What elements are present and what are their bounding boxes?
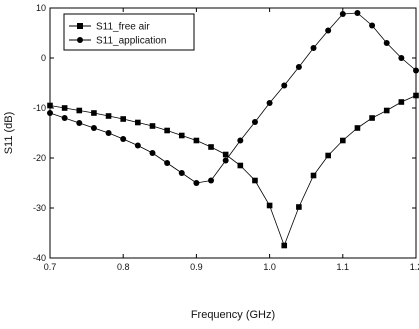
data-point-circle: [90, 125, 97, 131]
data-point-circle: [222, 157, 229, 164]
data-point-square: [266, 202, 273, 209]
legend-box: [63, 13, 195, 51]
data-point-square: [310, 172, 317, 179]
x-axis-title: Frequency (GHz): [191, 309, 275, 321]
y-axis-title: S11 (dB): [3, 112, 15, 155]
data-point-circle: [134, 142, 141, 149]
x-tick-label: 0.7: [44, 262, 57, 272]
data-point-circle: [105, 130, 112, 136]
data-point-square: [252, 177, 258, 184]
y-tick-label: -40: [33, 253, 46, 263]
legend: S11_free air S11_application: [63, 13, 195, 51]
data-point-circle: [208, 177, 215, 184]
data-point-square: [296, 204, 302, 210]
legend-label: S11_free air: [96, 22, 150, 33]
data-point-square: [47, 102, 53, 109]
y-tick-label: -20: [33, 153, 46, 163]
data-point-square: [369, 115, 375, 121]
data-point-square: [164, 127, 170, 134]
data-point-circle: [178, 170, 185, 176]
data-point-circle: [61, 115, 68, 121]
data-point-circle: [383, 40, 390, 46]
data-point-square: [208, 144, 214, 150]
y-tick-label: 0: [41, 53, 46, 63]
data-point-square: [120, 116, 126, 122]
data-point-circle: [149, 150, 156, 156]
x-tick-label: 1.2: [410, 262, 419, 272]
x-tick-label: 0.8: [117, 262, 130, 272]
data-point-circle: [295, 64, 302, 70]
data-point-circle: [76, 120, 83, 126]
data-point-circle: [281, 82, 288, 89]
data-point-square: [178, 132, 185, 139]
data-point-circle: [237, 137, 244, 144]
x-tick-label: 1.1: [337, 262, 350, 272]
data-point-square: [76, 107, 83, 114]
data-point-circle: [354, 10, 361, 16]
data-point-circle: [398, 55, 405, 61]
legend-label: S11_application: [96, 36, 166, 47]
data-point-square: [325, 152, 331, 159]
data-point-square: [149, 123, 156, 129]
data-point-square: [398, 99, 405, 105]
data-point-circle: [413, 67, 419, 74]
data-point-square: [61, 105, 68, 111]
x-tick-label: 0.9: [190, 262, 203, 272]
data-point-square: [91, 110, 97, 116]
data-point-circle: [325, 27, 332, 34]
y-tick-label: -30: [33, 203, 46, 213]
legend-marker-circle: [77, 37, 83, 43]
data-point-circle: [310, 45, 317, 51]
data-point-circle: [47, 110, 53, 116]
data-point-circle: [266, 100, 273, 106]
data-point-square: [193, 137, 200, 144]
data-point-circle: [369, 22, 376, 29]
data-point-square: [340, 137, 346, 144]
data-point-square: [383, 107, 390, 114]
data-point-circle: [251, 119, 258, 125]
x-tick-label: 1.0: [263, 262, 276, 272]
data-point-circle: [120, 136, 127, 142]
data-point-square: [105, 113, 112, 119]
axes: 0.7 0.8 0.9 1.0 1.1 1.2 10 0 -10 -20 -30 -40: [33, 3, 419, 272]
data-point-circle: [339, 11, 346, 17]
data-point-square: [237, 162, 244, 169]
data-point-square: [135, 119, 141, 126]
series-layer: [47, 10, 419, 249]
data-point-square: [354, 125, 361, 131]
legend-marker-square: [77, 23, 83, 29]
y-tick-label: 10: [36, 3, 46, 13]
data-point-square: [222, 151, 229, 158]
data-point-circle: [164, 160, 171, 166]
data-point-square: [281, 242, 288, 249]
data-point-circle: [193, 180, 200, 186]
y-tick-label: -10: [33, 103, 46, 113]
data-point-square: [413, 92, 419, 99]
